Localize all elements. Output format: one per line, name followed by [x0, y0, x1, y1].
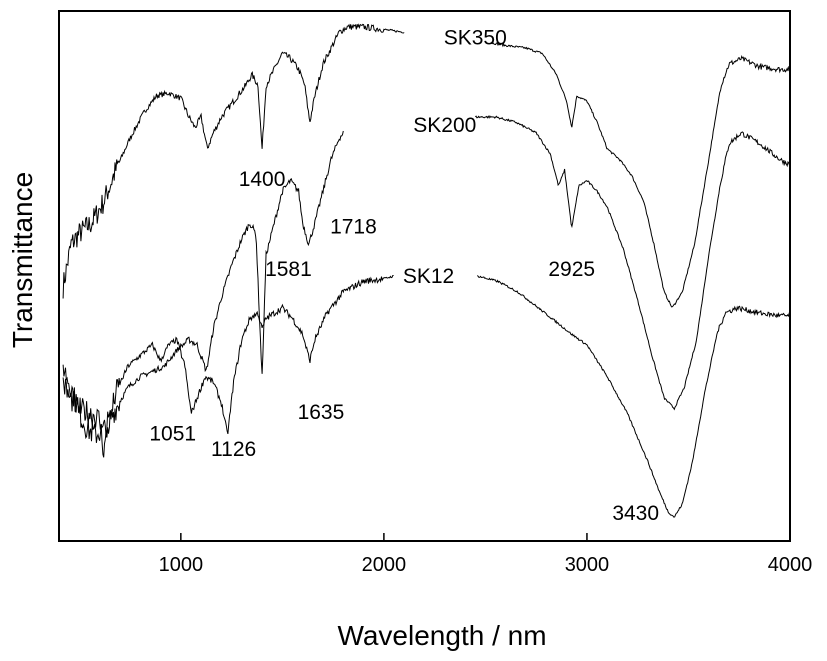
x-tick-label: 1000 — [159, 554, 204, 576]
plot-border — [58, 10, 791, 542]
plot-frame — [58, 10, 791, 542]
peak-label: 1126 — [211, 438, 256, 461]
x-tick-label: 2000 — [362, 554, 407, 576]
peak-label: 3430 — [612, 502, 659, 525]
peak-label: 1400 — [239, 168, 286, 191]
y-axis-title: Transmittance — [7, 172, 38, 348]
series-layer: SK350 SK200 SK12 — [62, 23, 791, 518]
series-label-sk12: SK12 — [403, 265, 454, 288]
peak-label: 1581 — [265, 258, 312, 281]
series-label-sk350: SK350 — [444, 27, 507, 50]
series-label-sk200: SK200 — [413, 114, 476, 137]
spectrum-line-sk200-part2 — [474, 115, 791, 411]
peak-label: 1718 — [330, 216, 377, 239]
spectrum-line-sk12-part2 — [476, 275, 791, 518]
spectrum-line-sk12-part1 — [62, 275, 394, 458]
peak-label: 2925 — [548, 258, 595, 281]
x-tick-label: 4000 — [768, 554, 813, 576]
x-axis-title: Wavelength / nm — [337, 620, 546, 651]
spectrum-line-sk350-part1 — [62, 23, 405, 299]
annotation-layer: 1400 1718 1581 2925 1635 1051 1126 3430 — [149, 168, 659, 525]
peak-label: 1635 — [298, 401, 345, 424]
spectrum-line-sk350-part2 — [491, 42, 790, 308]
x-axis-ticks: 1000 2000 3000 4000 — [159, 533, 813, 576]
x-tick-label: 3000 — [565, 554, 610, 576]
spectrum-line-sk200-part1 — [62, 130, 344, 443]
peak-label: 1051 — [149, 422, 196, 445]
